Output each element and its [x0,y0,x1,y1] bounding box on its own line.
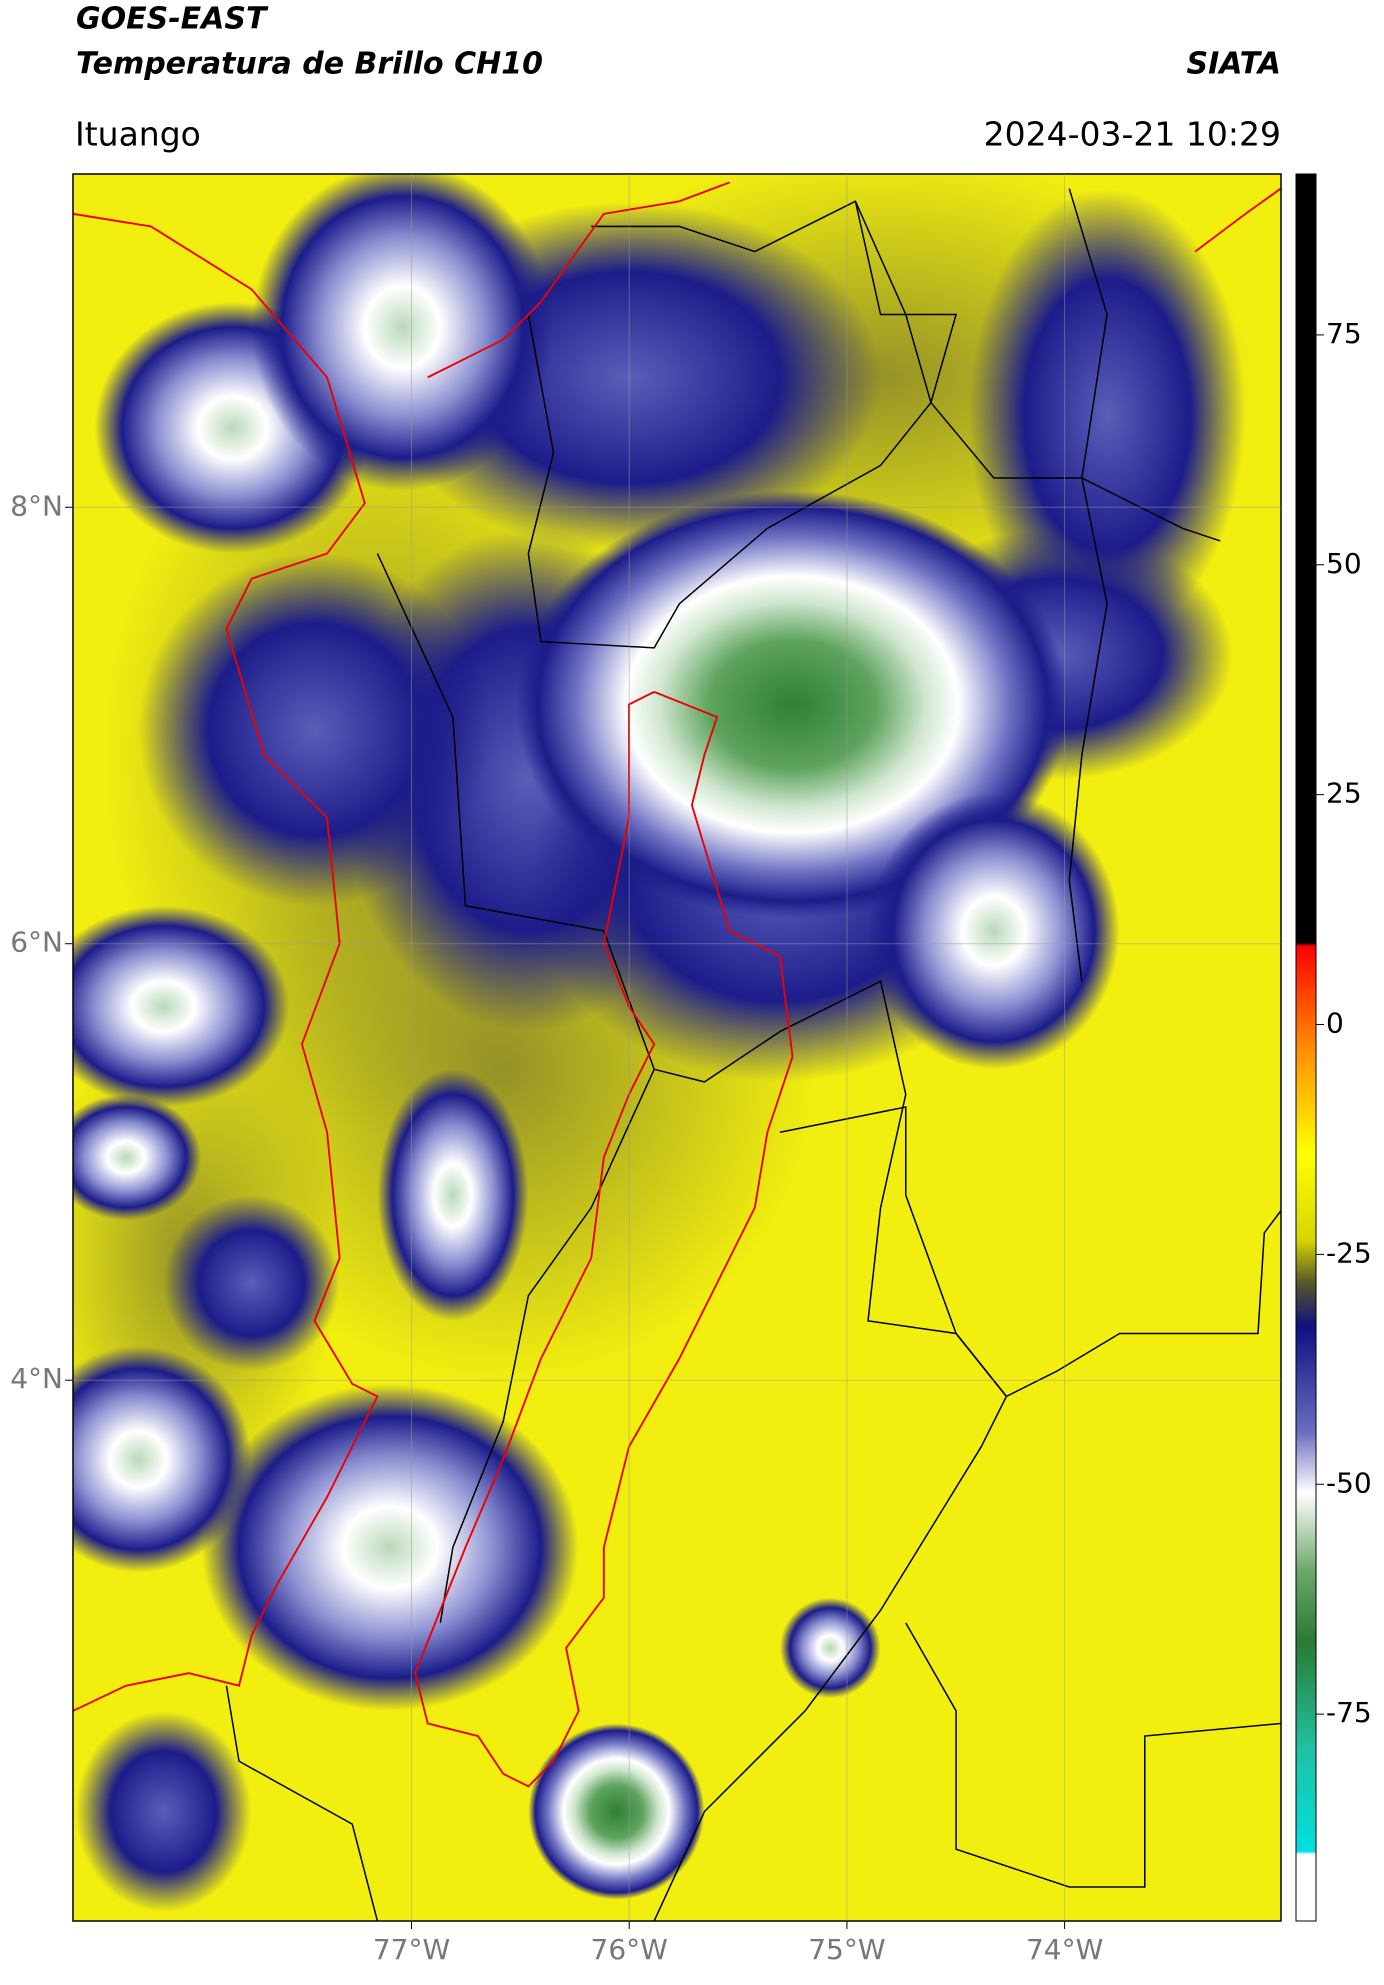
colorbar-tick-label: 50 [1326,547,1362,580]
x-tick-label: 77°W [373,1933,450,1966]
colorbar-tick-label: -25 [1326,1236,1372,1269]
x-tick-label: 75°W [808,1933,885,1966]
timestamp: 2024-03-21 10:29 [984,115,1281,154]
colorbar-tick-label: -75 [1326,1696,1372,1729]
y-tick-label: 6°N [10,926,63,959]
y-tick-label: 8°N [10,489,63,522]
x-tick-label: 74°W [1026,1933,1103,1966]
colorbar-tick-label: -50 [1326,1466,1372,1499]
place: Ituango [75,115,201,154]
y-tick-label: 4°N [10,1362,63,1395]
map-image [73,174,1281,1921]
title: GOES-EAST [76,2,269,37]
subtitle: Temperatura de Brillo CH10 [76,47,543,82]
colorbar [1295,173,1317,1922]
colorbar-tick-label: 75 [1326,317,1362,350]
brand: SIATA [1187,47,1281,82]
colorbar-tick-label: 25 [1326,777,1362,810]
map-frame [72,173,1282,1922]
colorbar-tick-label: 0 [1326,1007,1344,1040]
x-tick-label: 76°W [591,1933,668,1966]
